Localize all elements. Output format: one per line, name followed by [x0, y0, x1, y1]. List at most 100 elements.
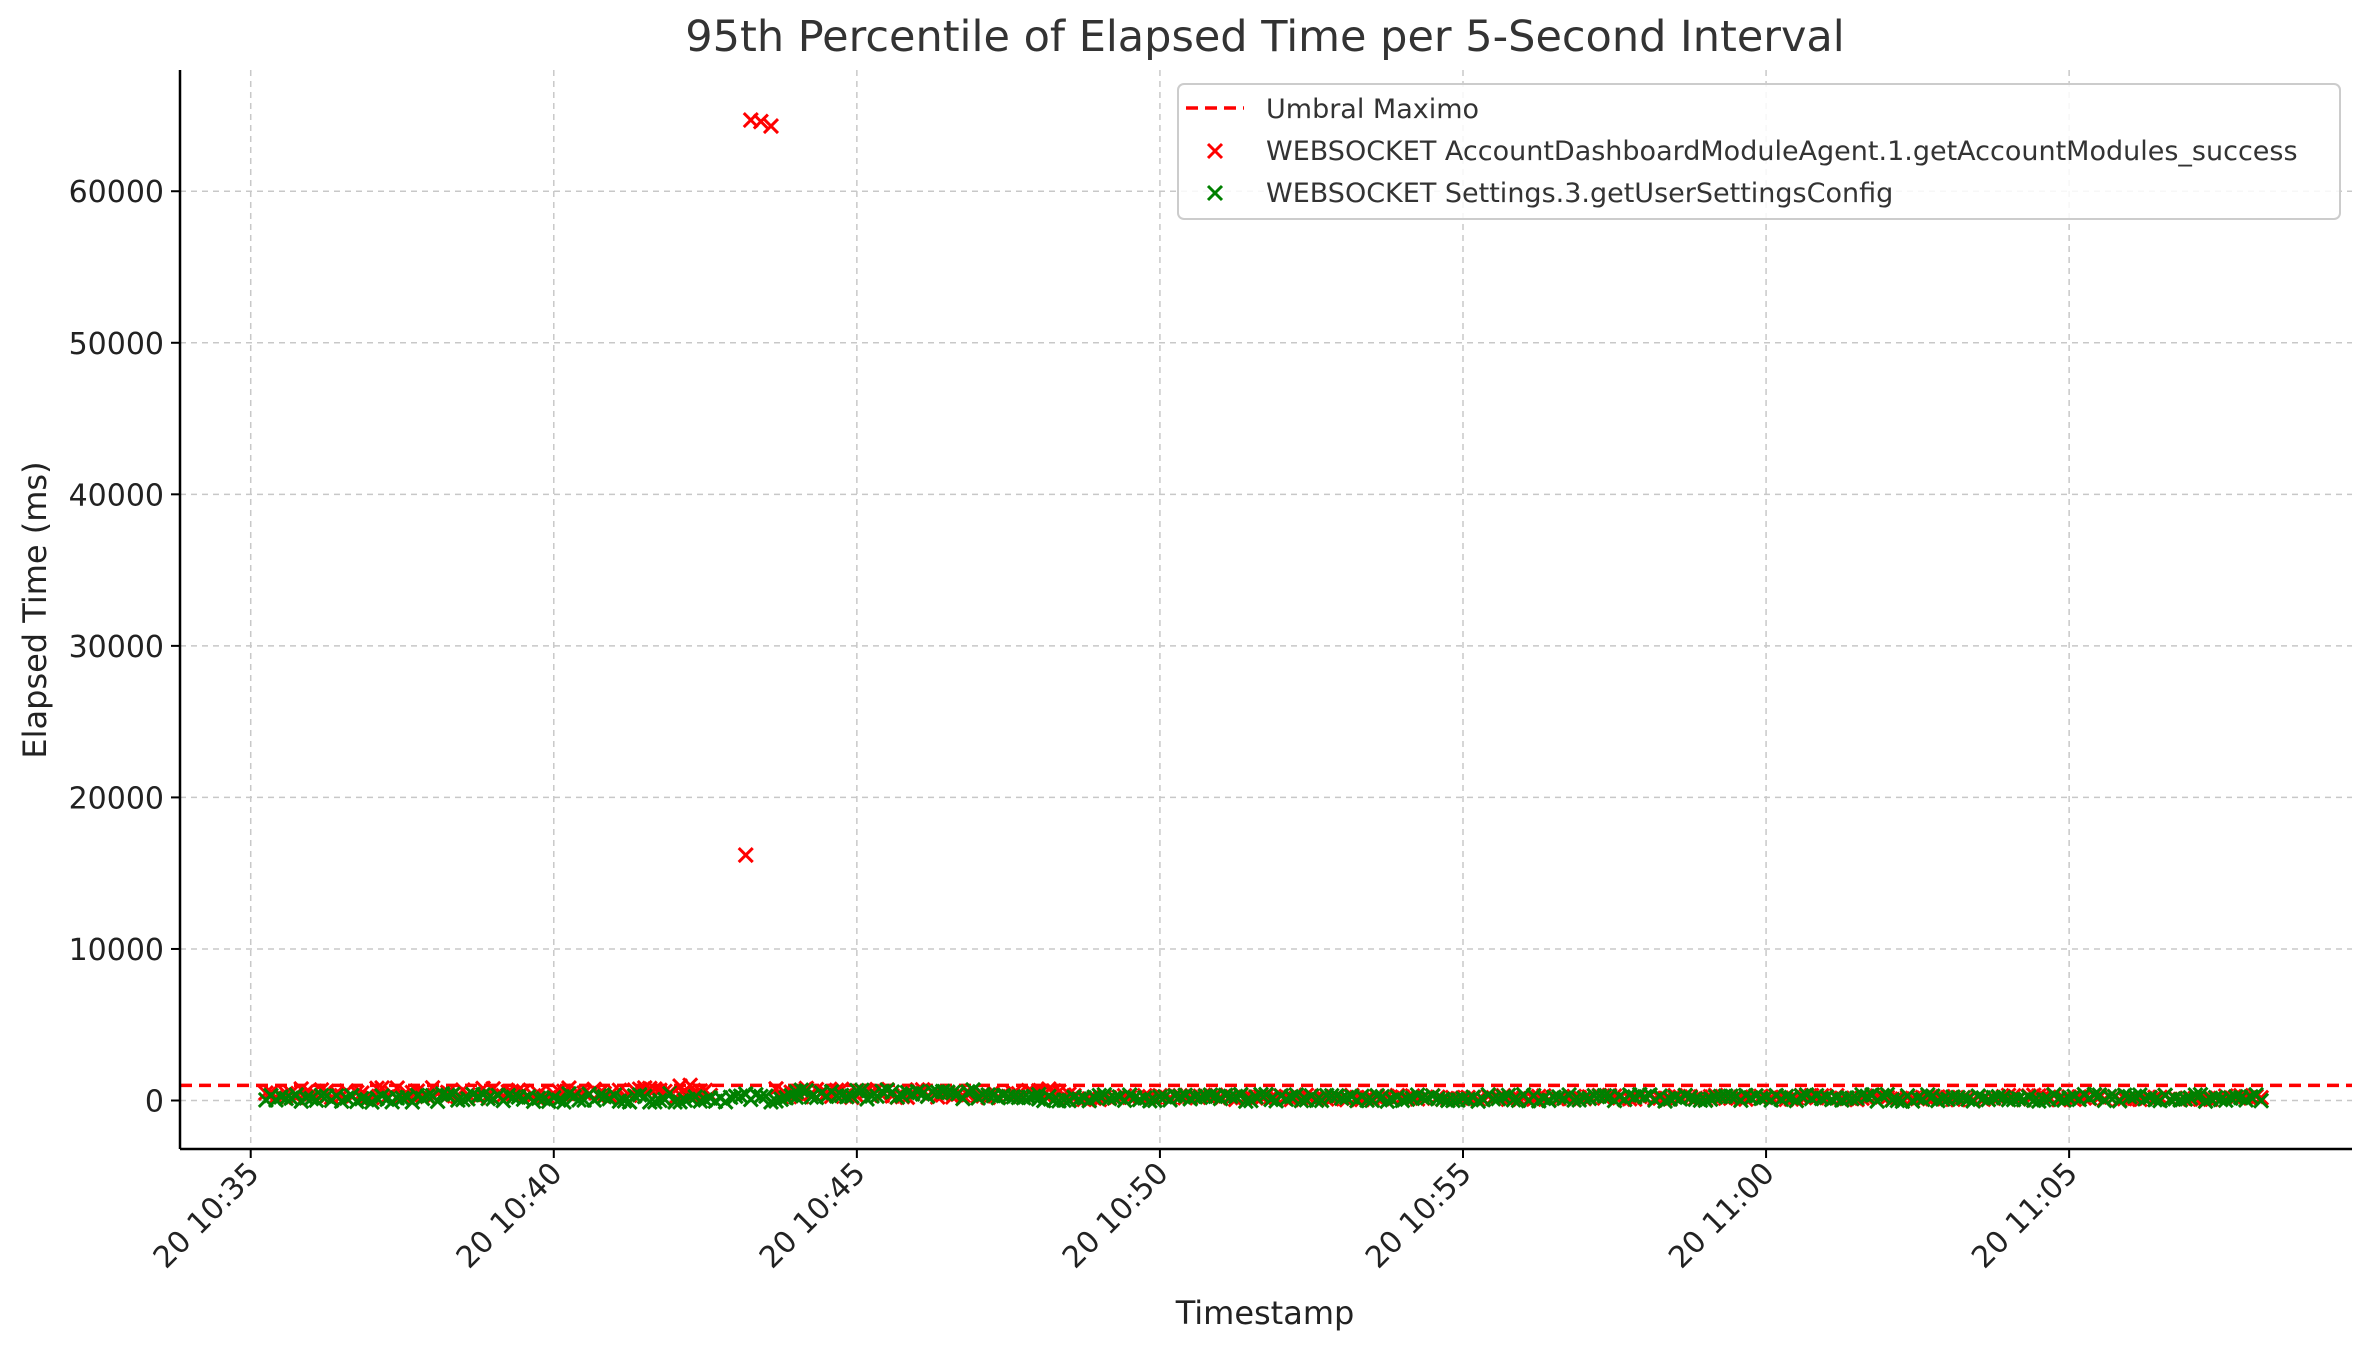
point-stroke	[1338, 1089, 1355, 1106]
point-stroke	[1206, 184, 1224, 202]
point-stroke	[1444, 1092, 1461, 1109]
y-tick-label: 0	[145, 1085, 164, 1120]
green-point	[1358, 1092, 1376, 1109]
point-stroke	[1667, 1089, 1684, 1106]
point-stroke	[379, 1091, 396, 1108]
point-stroke	[641, 1093, 658, 1111]
point-stroke	[646, 1093, 663, 1110]
point-stroke	[454, 1091, 471, 1108]
point-stroke	[2146, 1091, 2164, 1108]
green-point	[1141, 1092, 1158, 1109]
point-stroke	[1778, 1088, 1795, 1105]
green-point	[1055, 1092, 1073, 1109]
green-point	[1293, 1092, 1310, 1109]
point-stroke	[353, 1090, 370, 1107]
green-point	[863, 1088, 881, 1105]
green-point	[530, 1090, 547, 1107]
green-point	[752, 1088, 769, 1105]
point-stroke	[1813, 1087, 1830, 1104]
point-stroke	[1055, 1092, 1073, 1109]
legend-marker-red	[1206, 142, 1224, 160]
point-stroke	[1141, 1092, 1158, 1109]
point-stroke	[1722, 1088, 1739, 1105]
point-stroke	[1030, 1090, 1047, 1108]
legend: Umbral Maximo WEBSOCKET AccountDashboard…	[1177, 83, 2341, 220]
point-stroke	[1308, 1092, 1325, 1109]
green-point	[1379, 1093, 1396, 1110]
point-stroke	[631, 1086, 648, 1103]
point-stroke	[2242, 1088, 2260, 1105]
green-point	[1722, 1088, 1739, 1105]
green-point	[2242, 1088, 2260, 1105]
green-point	[1227, 1088, 1244, 1105]
point-stroke	[1379, 1093, 1396, 1110]
green-point	[303, 1090, 320, 1107]
y-tick-label: 10000	[69, 933, 164, 968]
green-point	[1505, 1091, 1522, 1108]
point-stroke	[752, 1088, 769, 1105]
point-stroke	[944, 1084, 961, 1101]
point-stroke	[959, 1083, 977, 1100]
green-point	[454, 1091, 471, 1108]
point-stroke	[666, 1093, 684, 1110]
green-point	[2146, 1091, 2164, 1108]
point-stroke	[429, 1093, 446, 1110]
point-stroke	[1490, 1090, 1507, 1107]
point-stroke	[1333, 1089, 1350, 1107]
axes	[171, 70, 2352, 1158]
red-outlier-point	[752, 113, 769, 130]
green-point	[2253, 1092, 2270, 1109]
green-point	[555, 1093, 572, 1111]
point-stroke	[767, 1092, 785, 1109]
point-stroke	[1227, 1088, 1244, 1105]
point-stroke	[1889, 1092, 1906, 1109]
point-stroke	[2177, 1090, 2194, 1108]
green-point	[2177, 1090, 2194, 1108]
point-stroke	[1758, 1089, 1775, 1106]
point-stroke	[1909, 1089, 1926, 1107]
point-stroke	[682, 1089, 699, 1106]
x-tick-label: 20 10:50	[1056, 1156, 1176, 1276]
green-point	[1252, 1086, 1270, 1103]
point-stroke	[1424, 1087, 1441, 1105]
point-stroke	[1495, 1088, 1512, 1105]
point-stroke	[2253, 1092, 2270, 1109]
legend-box	[1177, 83, 2341, 220]
x-tick-label: 20 10:55	[1359, 1156, 1479, 1276]
green-point	[1283, 1088, 1300, 1105]
green-point	[1697, 1092, 1714, 1109]
point-stroke	[616, 1092, 633, 1109]
green-point	[651, 1092, 668, 1109]
green-point	[2101, 1088, 2118, 1105]
green-point	[1778, 1088, 1795, 1105]
y-tick-label: 50000	[69, 327, 164, 362]
x-tick-label: 20 10:45	[753, 1156, 873, 1276]
green-point	[672, 1093, 689, 1110]
green-point	[1980, 1091, 1997, 1108]
legend-marker-green	[1206, 184, 1224, 202]
green-point	[1843, 1090, 1860, 1107]
point-stroke	[727, 1088, 744, 1105]
green-point	[278, 1090, 295, 1107]
point-stroke	[1086, 1089, 1103, 1106]
green-point	[1338, 1089, 1355, 1106]
point-stroke	[752, 113, 769, 130]
point-stroke	[863, 1088, 881, 1105]
point-stroke	[1151, 1088, 1168, 1105]
grid-lines	[180, 70, 2352, 1149]
point-stroke	[394, 1090, 411, 1107]
point-stroke	[596, 1088, 613, 1105]
point-stroke	[480, 1090, 497, 1107]
point-stroke	[1970, 1087, 1987, 1105]
point-stroke	[1399, 1091, 1416, 1108]
red-outlier-point	[682, 1077, 699, 1094]
point-stroke	[2010, 1090, 2027, 1107]
point-stroke	[439, 1087, 456, 1104]
point-stroke	[257, 1084, 274, 1102]
green-point	[1308, 1092, 1325, 1109]
point-stroke	[555, 1093, 572, 1111]
green-point	[353, 1090, 370, 1107]
point-stroke	[909, 1083, 926, 1100]
green-point	[2056, 1091, 2073, 1109]
